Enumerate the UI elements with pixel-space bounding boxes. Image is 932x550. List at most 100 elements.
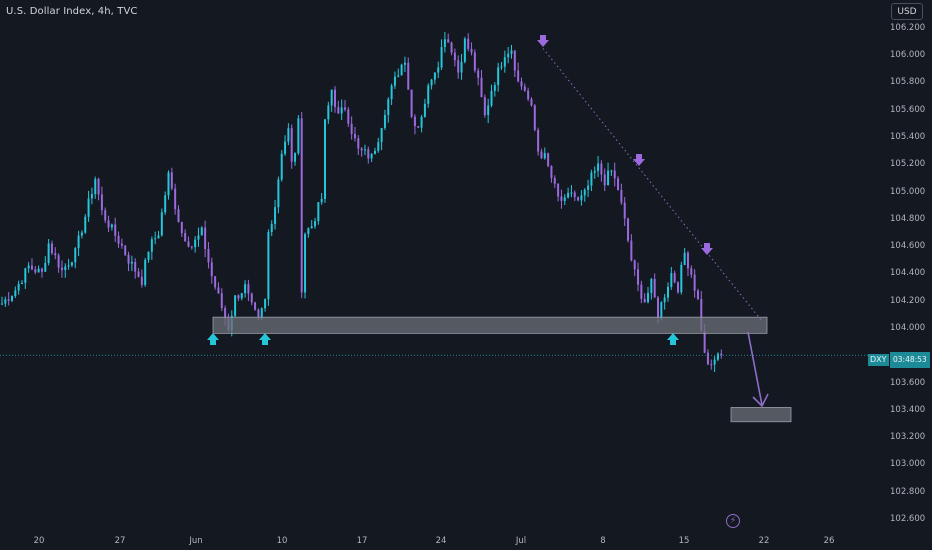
candle-body [247,284,250,294]
support-zone [212,316,768,334]
candle-body [140,276,143,285]
price-tick-label: 105.600 [890,104,926,115]
candle-body [460,61,463,73]
candle-body [307,228,310,235]
candle-body [254,302,257,310]
candle-body [560,196,563,201]
candle-body [274,207,277,225]
candle-body [597,163,600,172]
candle-body [324,119,327,199]
candle-body [127,254,130,264]
candle-body [204,227,207,249]
candle-body [407,62,410,90]
candle-body [224,308,227,319]
price-tick-label: 103.400 [890,404,926,415]
candle-body [277,179,280,208]
candle-body [423,103,426,117]
price-tick-label: 104.400 [890,268,926,279]
candle-body [390,85,393,100]
projection-arrow-line [747,331,763,406]
candle-body [110,224,113,228]
candle-body [340,107,343,114]
candle-body [550,165,553,178]
candle-body [710,364,713,366]
candle-body [4,299,7,304]
candle-body [320,198,323,203]
price-tick-label: 102.600 [890,513,926,524]
candle-body [570,192,573,194]
candle-body [503,57,506,67]
candle-body [270,224,273,232]
candle-body [383,114,386,128]
price-tick-label: 103.600 [890,377,926,388]
date-tick-label: 10 [276,536,288,546]
candle-body [60,267,63,271]
candle-body [680,265,683,293]
candle-body [44,263,47,272]
candle-body [380,127,383,143]
candle-body [97,178,100,195]
candle-body [310,226,313,229]
price-tick-label: 106.200 [890,22,926,33]
candle-body [413,116,416,127]
candle-body [713,359,716,365]
candle-body [440,47,443,68]
candle-body [453,52,456,61]
trendline [542,48,763,322]
up-arrow-icon [207,333,219,345]
candle-body [54,253,57,256]
candle-body [653,278,656,298]
candle-body [610,170,613,172]
candle-body [703,330,706,353]
candle-body [690,268,693,275]
candle-body [577,197,580,201]
candle-body [200,227,203,236]
date-tick-label: 22 [758,536,770,546]
symbol-tag: DXY [868,354,889,366]
candle-body [194,239,197,248]
candle-body [650,278,653,293]
candle-body [184,233,187,242]
candle-body [120,243,123,246]
currency-button[interactable]: USD [891,3,923,20]
candle-body [663,297,666,303]
up-arrow-icon [259,333,271,345]
candle-body [497,67,500,86]
candle-body [700,299,703,331]
candle-body [280,153,283,180]
date-tick-label: 26 [823,536,835,546]
candle-body [716,353,719,360]
date-tick-label: 24 [435,536,447,546]
candle-body [237,295,240,299]
up-arrow-icon [667,333,679,345]
annotations [0,35,868,423]
candle-body [370,153,373,159]
candle-body [130,261,133,264]
candle-body [80,232,83,236]
lightning-icon[interactable]: ⚡ [726,514,740,528]
candle-body [696,290,699,300]
candle-body [403,62,406,65]
candle-body [300,118,303,293]
candle-body [473,52,476,71]
candle-body [210,262,213,277]
candle-body [477,70,480,78]
candle-body [657,297,660,319]
candle-body [20,282,23,284]
candle-body [77,235,80,249]
candle-body [70,262,73,266]
candle-body [197,235,200,240]
candle-body [507,53,510,58]
candle-body [37,268,40,273]
date-tick-label: 8 [600,536,606,546]
candle-body [520,81,523,87]
candle-body [373,150,376,154]
candle-body [513,50,516,71]
price-tick-label: 104.600 [890,241,926,252]
candle-body [177,209,180,222]
candle-body [367,149,370,159]
price-tick-label: 105.400 [890,132,926,143]
candle-body [327,105,330,120]
candle-body [537,129,540,152]
